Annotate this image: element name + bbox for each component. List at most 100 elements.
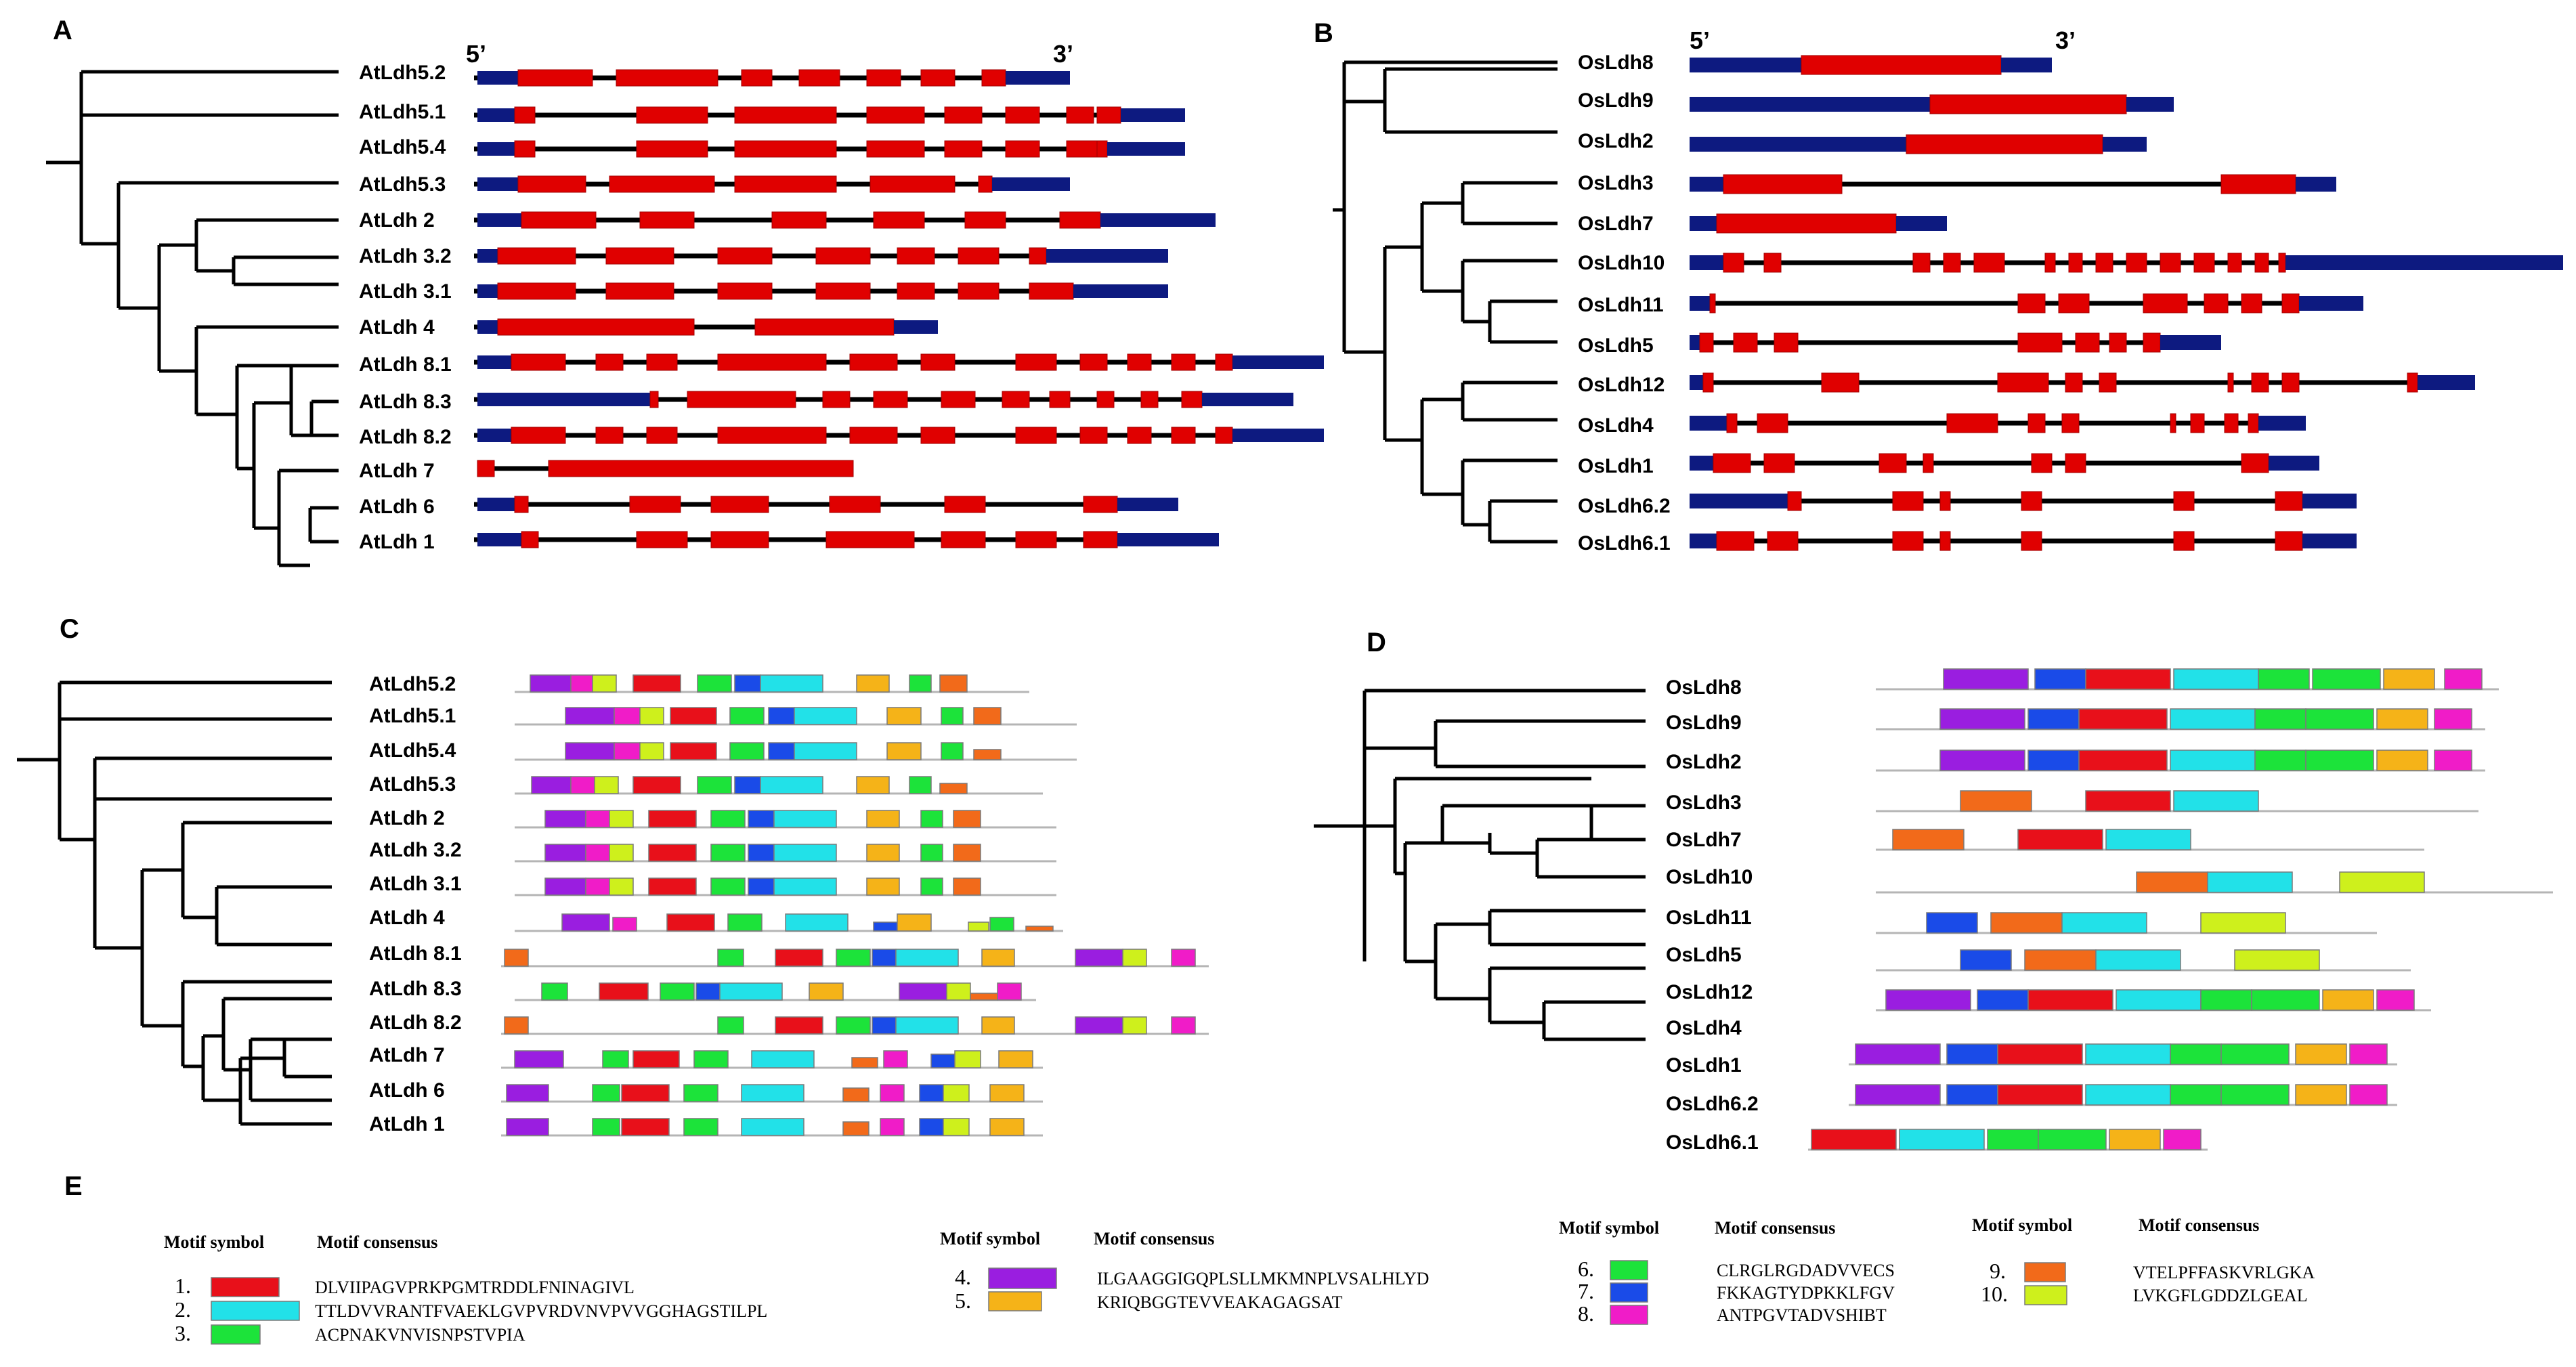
motif-track <box>1849 1084 2397 1106</box>
motif-number: 1. <box>175 1274 191 1298</box>
gene-label: OsLdh7 <box>1578 213 1654 235</box>
motif-consensus: LVKGFLGDDZLGEAL <box>2133 1286 2308 1305</box>
gene-label: OsLdh6.1 <box>1666 1131 1759 1154</box>
motif-consensus: ILGAAGGIGQPLSLLMKMNPLVSALHLYD <box>1097 1269 1429 1288</box>
legend-header-consensus: Motif consensus <box>1715 1218 1835 1238</box>
gene-label: OsLdh3 <box>1578 172 1654 194</box>
gene-label: OsLdh6.2 <box>1666 1093 1759 1115</box>
gene-label: AtLdh 3.2 <box>359 245 452 267</box>
motif-track <box>501 949 1209 968</box>
gene-label: OsLdh9 <box>1666 712 1742 734</box>
gene-structure <box>474 140 1185 158</box>
motif-swatch <box>1610 1260 1648 1280</box>
panel-a-three-prime: 3’ <box>1053 40 1073 68</box>
motif-consensus: ACPNAKVNVISNPSTVPIA <box>315 1325 525 1345</box>
gene-structure <box>1690 453 2319 473</box>
motif-number: 6. <box>1578 1257 1594 1281</box>
legend-item: 4. ILGAAGGIGQPLSLLMKMNPLVSALHLYD <box>955 1265 1429 1289</box>
panel-a-five-prime: 5’ <box>466 40 486 68</box>
gene-label: AtLdh5.3 <box>369 773 456 796</box>
panel-c-label: C <box>60 614 79 644</box>
panel-d: D OsLdh8 OsLdh9 OsLdh2 OsLdh3 OsLdh7 OsL… <box>1314 628 2553 1154</box>
gene-structure <box>1690 372 2475 393</box>
legend-item: 9. VTELPFFASKVRLGKA <box>1990 1259 2315 1283</box>
legend-item: 2. TTLDVVRANTFVAEKLGVPVRDVNVPVVGGHAGSTIL… <box>175 1297 767 1322</box>
motif-track <box>1876 912 2377 934</box>
motif-track <box>1876 871 2553 894</box>
gene-label: AtLdh 8.1 <box>359 353 452 376</box>
motif-track <box>515 877 1056 896</box>
motif-consensus: DLVIIPAGVPRKPGMTRDDLFNINAGIVL <box>315 1278 635 1297</box>
legend-header-symbol: Motif symbol <box>940 1229 1040 1249</box>
gene-label: AtLdh 8.2 <box>369 1012 462 1034</box>
gene-label: OsLdh4 <box>1578 414 1654 437</box>
panel-b-tree <box>1333 60 1558 544</box>
gene-label: AtLdh 7 <box>369 1044 445 1066</box>
motif-track <box>1876 790 2478 812</box>
gene-label: OsLdh12 <box>1666 981 1753 1003</box>
gene-structure <box>1690 253 2563 273</box>
panel-d-label: D <box>1367 628 1386 657</box>
gene-structure <box>477 460 854 477</box>
panel-d-motif-tracks <box>1808 668 2553 1151</box>
legend-group-1: Motif symbol Motif consensus 1. DLVIIPAG… <box>164 1232 767 1345</box>
legend-item: 6. CLRGLRGDADVVECS <box>1578 1257 1895 1281</box>
panel-a: A 5’ 3’ AtLdh5.2 AtLdh5.1 AtLdh5.4 AtLdh… <box>46 16 1324 567</box>
legend-group-4: Motif symbol Motif consensus 9. VTELPFFA… <box>1972 1215 2315 1306</box>
legend-header-consensus: Motif consensus <box>317 1232 437 1252</box>
legend-header-consensus: Motif consensus <box>1094 1229 1214 1249</box>
motif-track <box>515 707 1077 726</box>
gene-structure <box>474 531 1219 548</box>
gene-structure <box>1690 55 2052 75</box>
panel-e: E Motif symbol Motif consensus 1. DLVIIP… <box>64 1171 2315 1345</box>
gene-label: OsLdh7 <box>1666 829 1742 851</box>
gene-structure <box>474 318 938 336</box>
gene-label: OsLdh5 <box>1578 334 1654 357</box>
gene-structure <box>1690 531 2357 551</box>
gene-structure <box>1690 213 1947 234</box>
gene-structure <box>474 282 1168 300</box>
motif-track <box>515 776 1043 795</box>
motif-track <box>515 913 1063 932</box>
motif-track <box>501 1084 1043 1103</box>
motif-consensus: FKKAGTYDPKKLFGV <box>1717 1283 1895 1303</box>
gene-label: OsLdh2 <box>1578 130 1654 152</box>
motif-track <box>1876 750 2485 772</box>
motif-swatch <box>211 1301 300 1321</box>
gene-label: OsLdh10 <box>1578 252 1665 274</box>
gene-label: AtLdh5.1 <box>369 705 456 727</box>
motif-track <box>1876 949 2411 972</box>
gene-label: OsLdh8 <box>1666 676 1742 699</box>
motif-consensus: TTLDVVRANTFVAEKLGVPVRDVNVPVVGGHAGSTILPL <box>315 1301 767 1321</box>
motif-swatch <box>211 1324 261 1345</box>
legend-item: 1. DLVIIPAGVPRKPGMTRDDLFNINAGIVL <box>175 1274 635 1298</box>
gene-label: AtLdh 1 <box>369 1113 445 1135</box>
motif-number: 4. <box>955 1265 971 1289</box>
legend-item: 8. ANTPGVTADVSHIBT <box>1578 1301 1887 1326</box>
gene-label: AtLdh 4 <box>359 316 435 339</box>
gene-structure <box>1690 293 2363 313</box>
motif-number: 5. <box>955 1288 971 1313</box>
gene-label: OsLdh10 <box>1666 866 1753 888</box>
motif-track <box>1876 668 2499 691</box>
motif-track <box>501 1118 1043 1137</box>
gene-label: AtLdh5.4 <box>369 739 456 762</box>
gene-label: OsLdh1 <box>1578 455 1654 477</box>
gene-label: AtLdh5.2 <box>369 673 456 695</box>
legend-group-2: Motif symbol Motif consensus 4. ILGAAGGI… <box>940 1229 1429 1313</box>
gene-label: OsLdh9 <box>1578 89 1654 112</box>
gene-label: OsLdh6.1 <box>1578 532 1671 555</box>
legend-item: 3. ACPNAKVNVISNPSTVPIA <box>175 1321 525 1345</box>
panel-c-tree <box>17 680 332 1126</box>
motif-track <box>515 810 1056 829</box>
legend-group-3: Motif symbol Motif consensus 6. CLRGLRGD… <box>1559 1218 1895 1326</box>
gene-structure <box>474 247 1168 265</box>
gene-label: AtLdh 8.3 <box>369 978 462 1000</box>
legend-header-symbol: Motif symbol <box>164 1232 264 1252</box>
legend-item: 5. KRIQBGGTEVVEAKAGAGSAT <box>955 1288 1343 1313</box>
panel-c: C AtLdh5.2 AtLdh5.1 AtLdh5.4 AtLdh5.3 At… <box>17 614 1209 1137</box>
gene-label: OsLdh3 <box>1666 791 1742 814</box>
gene-structure <box>474 106 1185 124</box>
gene-structure <box>474 175 1070 193</box>
motif-track <box>1876 708 2485 731</box>
